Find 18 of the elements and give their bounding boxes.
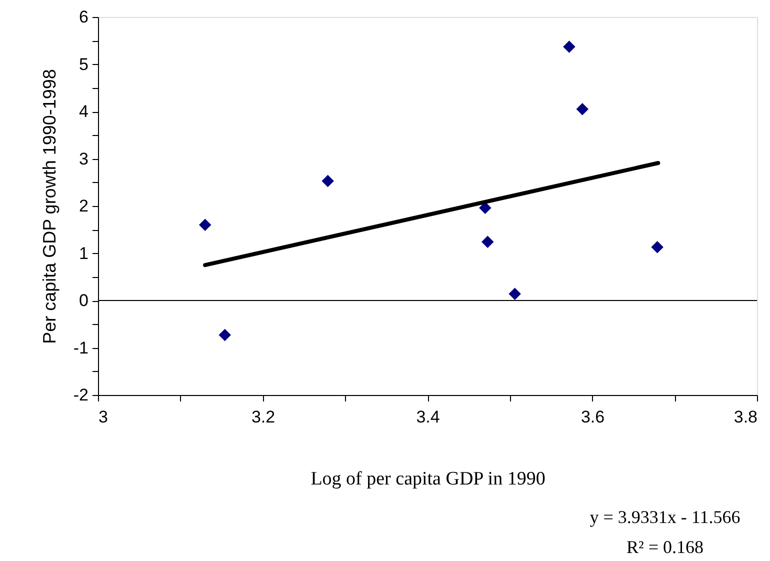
y-tick-label: 6 <box>79 8 88 26</box>
y-tick-label: -2 <box>73 386 88 404</box>
y-tick-label: 1 <box>79 244 88 263</box>
x-tick-label: 3.6 <box>580 408 605 426</box>
x-tick-label: 3.4 <box>416 408 440 426</box>
y-tick-label: -1 <box>73 338 88 358</box>
y-tick-label: 0 <box>79 291 88 310</box>
y-tick-label: 4 <box>79 102 88 121</box>
text: y = 3.9331x - 11.566 <box>590 507 740 527</box>
text: R² = 0.168 <box>626 537 704 557</box>
y-tick-label: 2 <box>79 196 88 216</box>
y-tick-label: 5 <box>79 54 88 74</box>
x-tick-label: 3 <box>98 408 108 426</box>
y-axis-title: Per capita GDP growth 1990-1998 <box>39 69 60 344</box>
x-axis-title: Log of per capita GDP in 1990 <box>310 468 546 490</box>
y-tick-label: 3 <box>79 149 88 168</box>
x-tick-label: 3.2 <box>251 408 276 426</box>
x-tick-label: 3.8 <box>734 408 758 426</box>
